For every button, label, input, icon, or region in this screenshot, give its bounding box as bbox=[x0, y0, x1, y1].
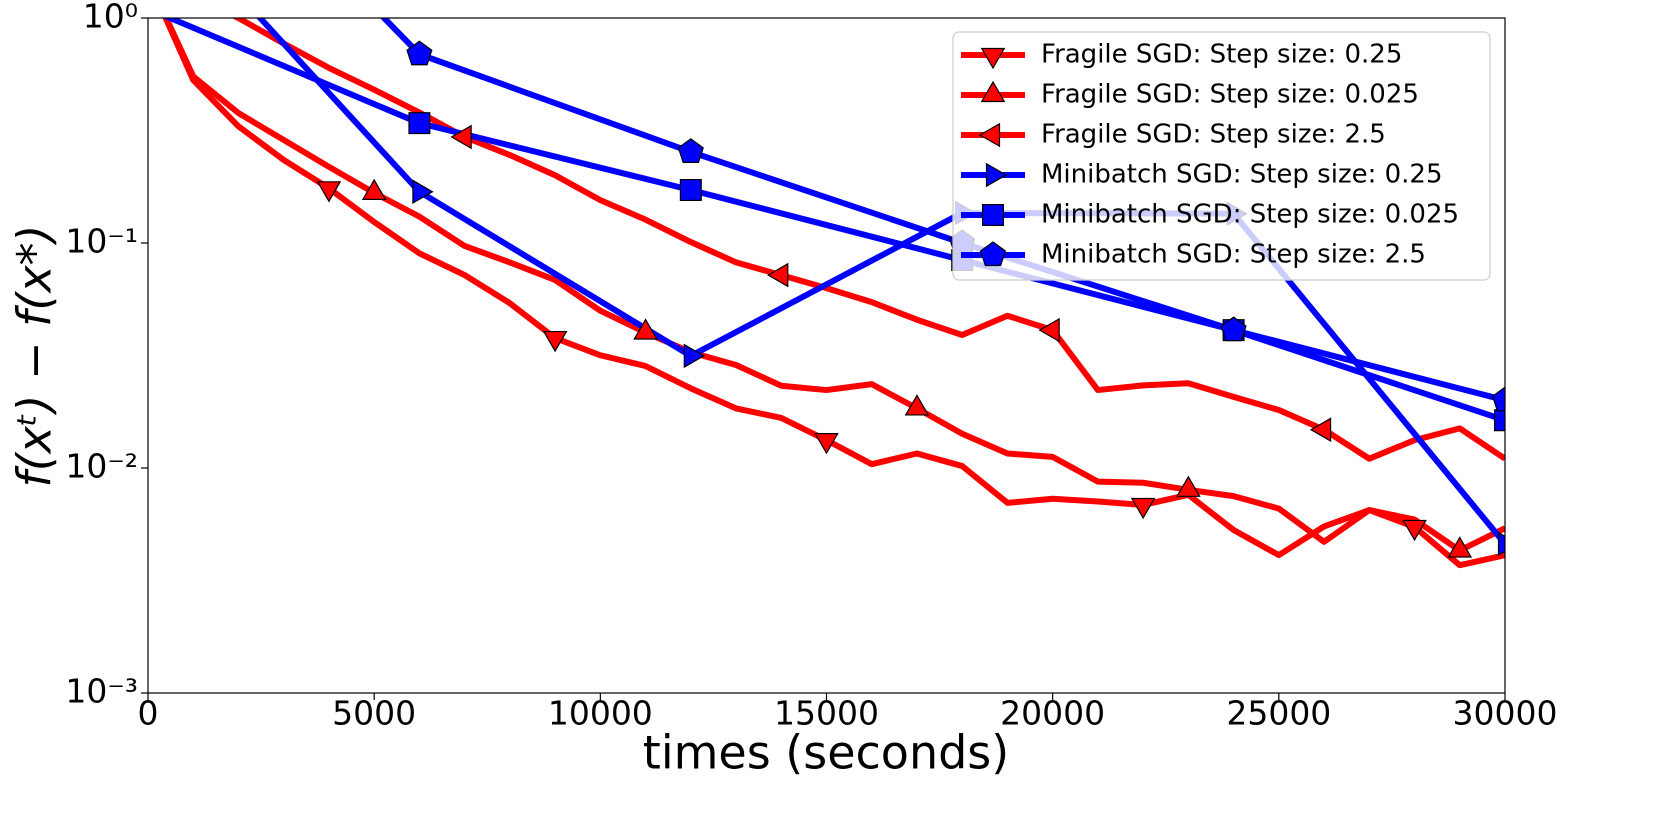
series-marker bbox=[316, 181, 342, 203]
legend-marker bbox=[985, 162, 1008, 188]
series-marker bbox=[904, 394, 930, 416]
series-marker bbox=[406, 40, 433, 66]
x-tick-label: 5000 bbox=[332, 694, 416, 733]
series-marker bbox=[679, 179, 702, 202]
series-marker bbox=[1220, 316, 1247, 342]
x-axis-label: times (seconds) bbox=[643, 726, 1009, 780]
series-marker bbox=[408, 112, 431, 135]
series-marker bbox=[767, 262, 789, 288]
series-marker bbox=[1447, 536, 1473, 558]
series-marker bbox=[1402, 519, 1427, 542]
x-tick-label: 30000 bbox=[1453, 694, 1558, 733]
legend-marker bbox=[979, 241, 1007, 267]
series-line bbox=[379, 18, 1505, 404]
x-tick-label: 15000 bbox=[774, 694, 879, 733]
y-axis-label: f(xᵗ) − f(x*) bbox=[8, 225, 62, 488]
series-marker bbox=[412, 179, 434, 205]
y-tick-label: 10⁻² bbox=[65, 447, 138, 486]
series-marker bbox=[542, 330, 568, 353]
series-marker bbox=[633, 318, 658, 340]
legend-marker bbox=[981, 204, 1004, 227]
plot-area bbox=[162, 18, 1505, 569]
series-marker bbox=[1491, 386, 1505, 412]
series-line bbox=[162, 18, 1505, 424]
y-tick-label: 10⁰ bbox=[83, 0, 138, 36]
legend-marker bbox=[980, 47, 1006, 70]
series-marker bbox=[683, 343, 705, 369]
series-line bbox=[231, 18, 1505, 462]
x-tick-label: 20000 bbox=[1000, 694, 1105, 733]
x-tick-label: 10000 bbox=[548, 694, 653, 733]
x-tick-label: 0 bbox=[138, 694, 159, 733]
series-marker bbox=[1130, 497, 1156, 520]
legend-label: Minibatch SGD: Step size: 0.025 bbox=[1041, 200, 1459, 230]
y-tick-label: 10⁻¹ bbox=[65, 222, 138, 261]
legend-marker bbox=[980, 80, 1006, 103]
x-tick-label: 25000 bbox=[1226, 694, 1331, 733]
legend-label: Minibatch SGD: Step size: 2.5 bbox=[1041, 240, 1426, 270]
legend-label: Fragile SGD: Step size: 0.25 bbox=[1041, 40, 1402, 70]
legend: Fragile SGD: Step size: 0.25 Fragile SGD:… bbox=[952, 31, 1491, 281]
legend-label: Minibatch SGD: Step size: 0.25 bbox=[1041, 160, 1443, 190]
series-marker bbox=[1038, 317, 1060, 343]
series-marker bbox=[1176, 475, 1201, 497]
y-tick-label: 10⁻³ bbox=[65, 672, 138, 711]
series-marker bbox=[814, 433, 839, 455]
legend-marker bbox=[978, 122, 1001, 148]
series-marker bbox=[677, 138, 704, 164]
legend-label: Fragile SGD: Step size: 2.5 bbox=[1041, 120, 1386, 150]
series-marker bbox=[1309, 417, 1332, 442]
series-marker bbox=[1497, 531, 1505, 557]
legend-label: Fragile SGD: Step size: 0.025 bbox=[1041, 80, 1419, 110]
series-marker bbox=[450, 124, 472, 150]
legend-box bbox=[952, 31, 1491, 281]
series-marker bbox=[361, 178, 387, 200]
